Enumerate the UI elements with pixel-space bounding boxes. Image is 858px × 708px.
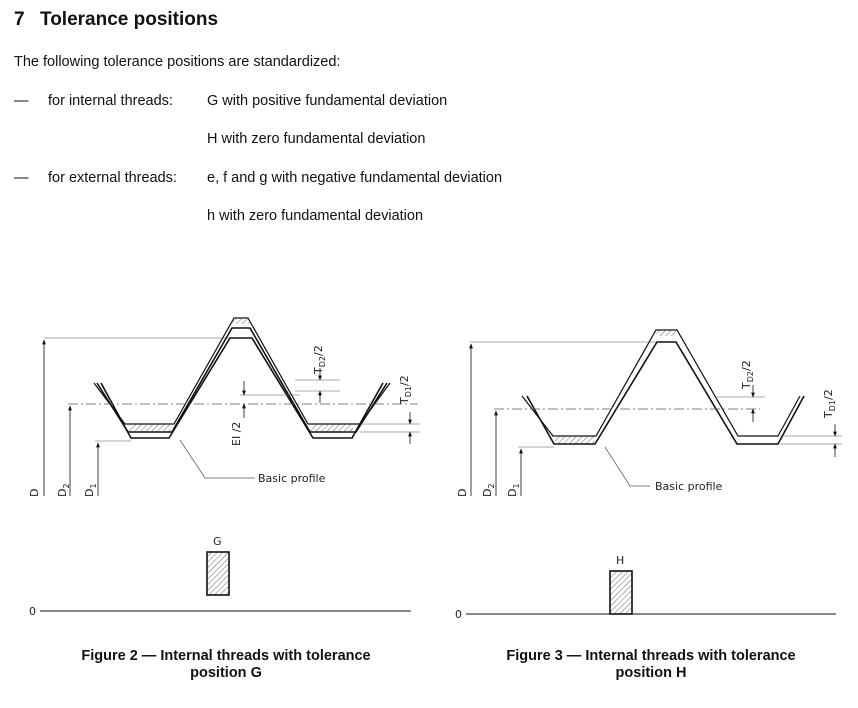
ei-profile-line (96, 327, 388, 433)
external-threads-label: for external threads: (48, 170, 177, 186)
max-profile-line (521, 329, 801, 437)
tolerance-zone-h (609, 570, 633, 615)
position-letter-g: G (213, 535, 222, 548)
basic-profile-label: Basic profile (655, 480, 723, 493)
dim-label-td1: TD1/2 (398, 375, 413, 405)
zero-line-label: 0 (29, 605, 36, 618)
tolerance-zone-g (206, 551, 230, 596)
caption-line: Figure 3 — Internal threads with toleran… (506, 648, 796, 664)
section-number: 7 (14, 9, 25, 30)
dim-label-d1: D1 (506, 483, 521, 497)
internal-threads-value-g: G with positive fundamental deviation (207, 93, 448, 109)
caption-line: Figure 2 — Internal threads with toleran… (81, 648, 371, 664)
internal-threads-value-h: H with zero fundamental deviation (207, 131, 426, 147)
max-profile-line (93, 317, 391, 425)
intro-paragraph: The following tolerance positions are st… (14, 54, 341, 70)
figure-3-drawing: D D2 D1 TD2/2 TD1/2 Basic profile 0 H (455, 329, 842, 621)
basic-profile-label: Basic profile (258, 472, 326, 485)
dim-label-td2: TD2/2 (740, 360, 755, 390)
basic-profile-line (100, 337, 384, 439)
dim-label-td1: TD1/2 (822, 389, 837, 419)
dim-label-d1: D1 (83, 483, 98, 497)
section-title: Tolerance positions (40, 9, 219, 30)
section-heading: 7 Tolerance positions (14, 9, 218, 31)
caption-line: position G (190, 665, 262, 681)
external-threads-value-efg: e, f and g with negative fundamental dev… (207, 170, 503, 186)
external-threads-value-h: h with zero fundamental deviation (207, 208, 424, 224)
figure-2-caption: Figure 2 — Internal threads with toleran… (40, 648, 412, 682)
position-letter-h: H (616, 554, 624, 567)
caption-line: position H (615, 665, 687, 681)
internal-threads-label: for internal threads: (48, 93, 173, 109)
basic-profile-line (526, 341, 805, 445)
list-dash: — (14, 93, 29, 109)
figure-3-caption: Figure 3 — Internal threads with toleran… (460, 648, 842, 682)
figure-2-drawing: D D2 D1 TD2/2 TD1/2 EI /2 Basic profile … (28, 317, 420, 618)
dim-label-d2: D2 (481, 483, 496, 497)
dim-label-ei: EI /2 (230, 422, 243, 446)
zero-line-label: 0 (455, 608, 462, 621)
dim-label-d2: D2 (56, 483, 71, 497)
list-dash: — (14, 170, 29, 186)
dim-label-td2: TD2/2 (312, 345, 327, 375)
dim-label-d: D (456, 489, 469, 497)
dim-label-d: D (28, 489, 41, 497)
